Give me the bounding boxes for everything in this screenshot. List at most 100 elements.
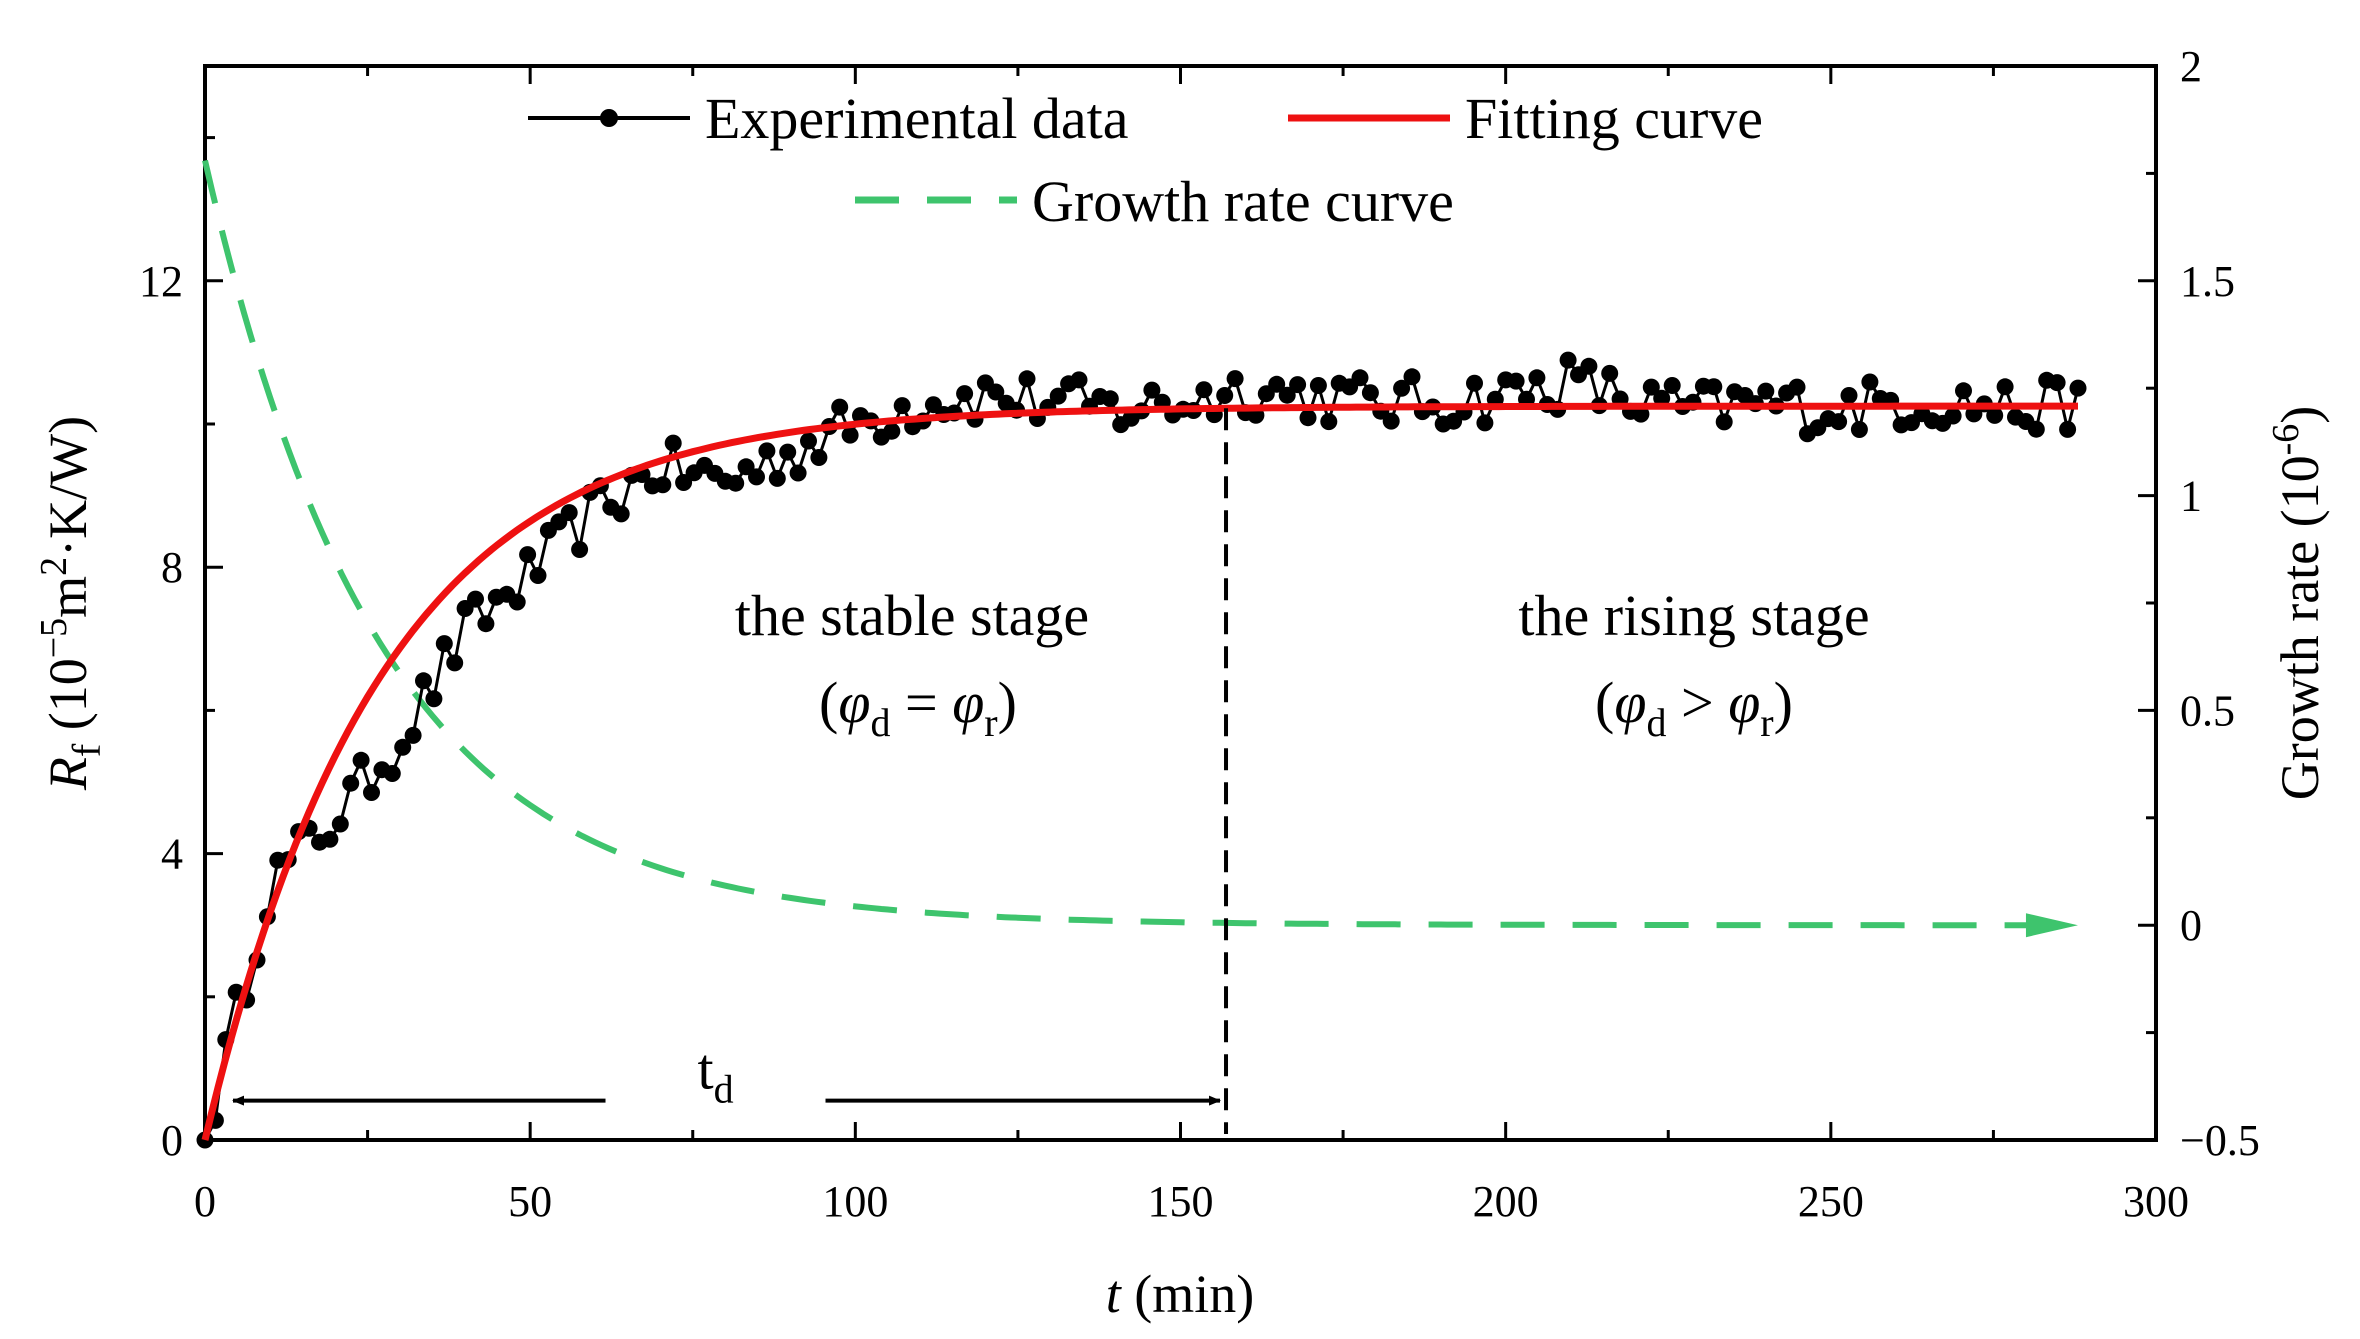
experimental-point	[2048, 374, 2066, 392]
experimental-point	[1944, 407, 1962, 425]
experimental-point	[321, 830, 339, 848]
rising-stage-label: the rising stage	[1518, 583, 1869, 648]
experimental-point	[1715, 413, 1733, 431]
experimental-point	[1268, 375, 1286, 393]
experimental-point	[1601, 364, 1619, 382]
experimental-point	[1642, 378, 1660, 396]
experimental-point	[1705, 378, 1723, 396]
experimental-point	[1850, 421, 1868, 438]
x-tick-label: 50	[508, 1177, 552, 1226]
experimental-point	[1861, 373, 1879, 391]
y-right-tick-label: −0.5	[2180, 1116, 2260, 1165]
experimental-point	[446, 654, 464, 672]
td-label: td	[697, 1037, 733, 1112]
y-left-tick-label: 8	[161, 543, 183, 592]
experimental-point	[425, 690, 443, 708]
experimental-point	[1830, 413, 1848, 431]
experimental-point	[1580, 357, 1598, 375]
experimental-point	[467, 590, 484, 608]
experimental-point	[2059, 420, 2077, 438]
experimental-point	[1101, 390, 1119, 408]
experimental-point	[800, 432, 817, 450]
x-tick-label: 150	[1148, 1177, 1214, 1226]
y-left-tick-label: 12	[139, 257, 183, 306]
legend: Experimental data Fitting curve Growth r…	[528, 86, 1763, 234]
experimental-point	[1049, 387, 1067, 405]
experimental-point	[1195, 381, 1213, 399]
legend-label-growth: Growth rate curve	[1032, 169, 1454, 234]
experimental-point	[1216, 387, 1234, 404]
y-axis-right-title: Growth rate (10-6)	[2265, 406, 2330, 801]
stable-stage-condition: (φd = φr)	[819, 670, 1017, 745]
experimental-point	[529, 567, 547, 584]
experimental-point	[1320, 413, 1338, 431]
experimental-point	[654, 476, 672, 494]
experimental-point	[2027, 420, 2045, 438]
experimental-point	[1070, 371, 1088, 389]
experimental-line	[203, 356, 2080, 1141]
y-right-tick-label: 1.5	[2180, 257, 2235, 306]
experimental-point	[1289, 376, 1307, 394]
experimental-point	[383, 765, 401, 782]
experimental-point	[1840, 387, 1858, 404]
experimental-point	[893, 397, 911, 415]
experimental-point	[1309, 377, 1327, 394]
y-axis-left-ticks: 0 4 8 12	[139, 136, 223, 1165]
experimental-point	[1393, 379, 1411, 397]
experimental-point	[560, 504, 578, 522]
experimental-point	[394, 738, 412, 756]
experimental-point	[415, 672, 432, 690]
experimental-point	[1507, 372, 1525, 390]
experimental-point	[1632, 405, 1650, 423]
experimental-point	[1361, 384, 1379, 402]
x-tick-label: 250	[1798, 1177, 1864, 1226]
experimental-point	[1663, 377, 1681, 394]
experimental-point	[1653, 389, 1671, 407]
experimental-point	[841, 426, 859, 444]
fitting-line	[201, 402, 2078, 1141]
experimental-point	[664, 434, 682, 452]
experimental-point	[758, 442, 776, 460]
experimental-point	[508, 593, 526, 611]
experimental-point	[404, 726, 422, 744]
y-right-tick-label: 0.5	[2180, 686, 2235, 735]
experimental-point	[1476, 414, 1494, 432]
experimental-series	[196, 351, 2087, 1149]
experimental-point	[352, 751, 370, 769]
growth-rate-arrowhead	[2025, 913, 2078, 938]
x-tick-label: 0	[194, 1177, 216, 1226]
experimental-point	[768, 469, 786, 487]
growth-rate-series	[202, 159, 2078, 938]
legend-marker-experimental	[600, 109, 618, 127]
experimental-point	[519, 546, 537, 564]
fitting-series	[201, 402, 2078, 1141]
experimental-point	[831, 398, 849, 416]
y-axis-right-ticks: −0.5 0 0.5 1 1.5 2	[2138, 42, 2260, 1165]
x-tick-label: 300	[2123, 1177, 2189, 1226]
experimental-point	[1351, 369, 1369, 387]
experimental-point	[1757, 382, 1775, 400]
experimental-point	[1299, 409, 1317, 427]
experimental-point	[1018, 370, 1036, 388]
experimental-point	[883, 422, 901, 440]
y-left-tick-label: 0	[161, 1116, 183, 1165]
experimental-point	[477, 615, 495, 633]
growth-rate-line	[202, 159, 2052, 929]
experimental-point	[2069, 379, 2087, 397]
legend-label-fitting: Fitting curve	[1465, 86, 1763, 151]
x-tick-label: 100	[822, 1177, 888, 1226]
experimental-point	[789, 464, 807, 482]
experimental-point	[1403, 368, 1421, 386]
y-axis-left-title: Rf (10−5m2·K/W)	[33, 416, 109, 791]
experimental-point	[1559, 351, 1577, 369]
experimental-point	[342, 774, 360, 792]
experimental-point	[1226, 370, 1244, 388]
experimental-point	[810, 449, 828, 466]
x-axis-title: t (min)	[1106, 1264, 1255, 1324]
experimental-point	[779, 443, 797, 461]
x-tick-label: 200	[1473, 1177, 1539, 1226]
y-left-tick-label: 4	[161, 830, 183, 879]
x-axis-ticks: 0 50 100 150 200 250 300	[194, 66, 2189, 1226]
experimental-point	[1996, 378, 2014, 396]
